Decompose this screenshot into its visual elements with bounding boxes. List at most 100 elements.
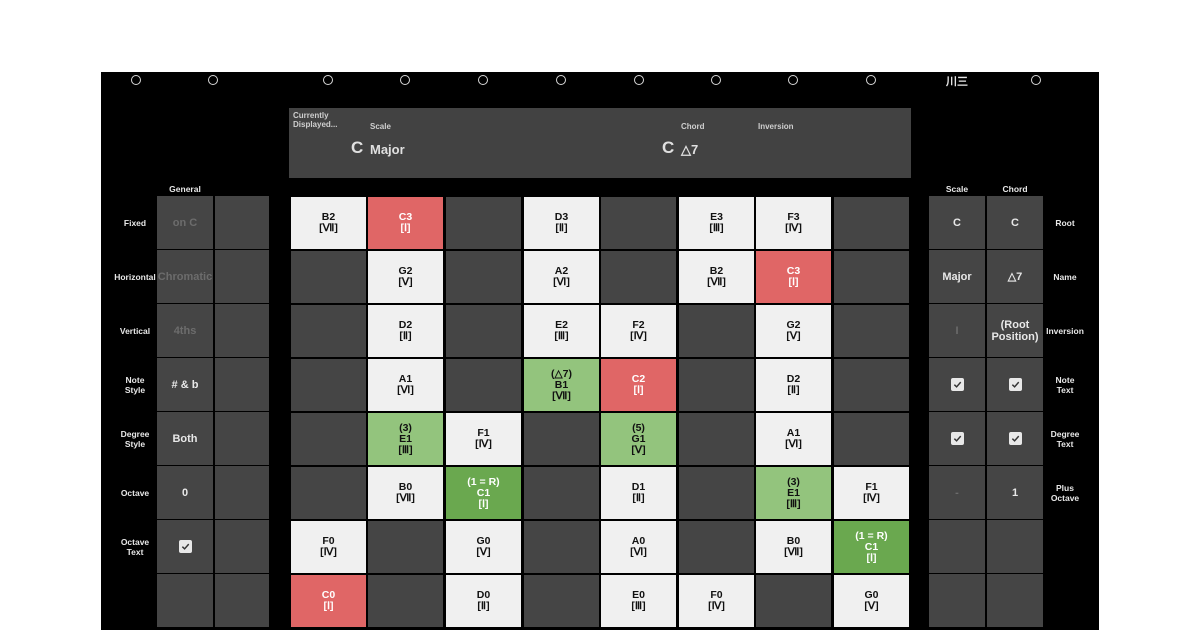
scale-setting-cell[interactable] (929, 574, 985, 627)
general-value-cell[interactable] (157, 520, 213, 573)
general-extra-cell[interactable] (215, 412, 269, 465)
grid-pad-empty[interactable] (446, 305, 521, 357)
top-round-button[interactable] (131, 75, 141, 85)
general-value-cell[interactable]: on C (157, 196, 213, 249)
grid-pad-note[interactable]: D2 [Ⅱ] (368, 305, 443, 357)
top-round-button[interactable] (208, 75, 218, 85)
grid-pad-note[interactable]: D2 [Ⅱ] (756, 359, 831, 411)
grid-pad-note[interactable]: D1 [Ⅱ] (601, 467, 676, 519)
chord-setting-cell[interactable] (987, 412, 1043, 465)
grid-pad-note[interactable]: F1 [Ⅳ] (834, 467, 909, 519)
grid-pad-empty[interactable] (679, 359, 754, 411)
grid-pad-note[interactable]: B0 [Ⅶ] (756, 521, 831, 573)
general-extra-cell[interactable] (215, 304, 269, 357)
grid-pad-empty[interactable] (446, 359, 521, 411)
grid-pad-note[interactable]: (5) G1 [Ⅴ] (601, 413, 676, 465)
grid-pad-empty[interactable] (291, 413, 366, 465)
grid-pad-note[interactable]: F1 [Ⅳ] (446, 413, 521, 465)
scale-setting-cell[interactable]: Major (929, 250, 985, 303)
grid-pad-empty[interactable] (756, 575, 831, 627)
grid-pad-empty[interactable] (368, 575, 443, 627)
grid-pad-note[interactable]: E3 [Ⅲ] (679, 197, 754, 249)
scale-setting-cell[interactable]: I (929, 304, 985, 357)
grid-pad-empty[interactable] (834, 197, 909, 249)
scale-setting-cell[interactable]: - (929, 466, 985, 519)
chord-setting-cell[interactable] (987, 574, 1043, 627)
grid-pad-note[interactable]: C3 [Ⅰ] (368, 197, 443, 249)
grid-pad-empty[interactable] (679, 521, 754, 573)
top-round-button[interactable] (400, 75, 410, 85)
general-extra-cell[interactable] (215, 196, 269, 249)
general-value-cell[interactable]: 4ths (157, 304, 213, 357)
scale-setting-cell[interactable]: C (929, 196, 985, 249)
grid-pad-note[interactable]: F2 [Ⅳ] (601, 305, 676, 357)
chord-setting-cell[interactable] (987, 520, 1043, 573)
grid-pad-empty[interactable] (291, 467, 366, 519)
grid-pad-note[interactable]: D3 [Ⅱ] (524, 197, 599, 249)
grid-pad-empty[interactable] (524, 413, 599, 465)
grid-pad-empty[interactable] (834, 413, 909, 465)
grid-pad-empty[interactable] (679, 305, 754, 357)
grid-pad-empty[interactable] (368, 521, 443, 573)
general-value-cell[interactable]: Both (157, 412, 213, 465)
top-round-button[interactable] (478, 75, 488, 85)
top-round-button[interactable] (1031, 75, 1041, 85)
grid-pad-empty[interactable] (291, 359, 366, 411)
grid-pad-note[interactable]: G0 [Ⅴ] (446, 521, 521, 573)
general-extra-cell[interactable] (215, 250, 269, 303)
chord-setting-cell[interactable]: (Root Position) (987, 304, 1043, 357)
grid-pad-note[interactable]: B2 [Ⅶ] (679, 251, 754, 303)
grid-pad-note[interactable]: B0 [Ⅶ] (368, 467, 443, 519)
general-value-cell[interactable] (157, 574, 213, 627)
grid-pad-note[interactable]: D0 [Ⅱ] (446, 575, 521, 627)
grid-pad-note[interactable]: A2 [Ⅵ] (524, 251, 599, 303)
grid-pad-empty[interactable] (834, 305, 909, 357)
chord-setting-cell[interactable]: 1 (987, 466, 1043, 519)
grid-pad-empty[interactable] (524, 467, 599, 519)
grid-pad-note[interactable]: (1 = R) C1 [Ⅰ] (834, 521, 909, 573)
top-round-button[interactable] (634, 75, 644, 85)
grid-pad-empty[interactable] (524, 575, 599, 627)
grid-pad-note[interactable]: C2 [Ⅰ] (601, 359, 676, 411)
grid-pad-empty[interactable] (601, 197, 676, 249)
chord-setting-cell[interactable]: C (987, 196, 1043, 249)
top-round-button[interactable] (788, 75, 798, 85)
general-extra-cell[interactable] (215, 466, 269, 519)
grid-pad-note[interactable]: B2 [Ⅶ] (291, 197, 366, 249)
checkbox-icon[interactable] (1008, 378, 1022, 391)
checkbox-icon[interactable] (950, 432, 964, 445)
chord-setting-cell[interactable]: △7 (987, 250, 1043, 303)
grid-pad-note[interactable]: (1 = R) C1 [Ⅰ] (446, 467, 521, 519)
grid-pad-empty[interactable] (679, 467, 754, 519)
top-round-button[interactable] (323, 75, 333, 85)
grid-pad-note[interactable]: E2 [Ⅲ] (524, 305, 599, 357)
grid-pad-empty[interactable] (446, 197, 521, 249)
grid-pad-note[interactable]: A0 [Ⅵ] (601, 521, 676, 573)
grid-pad-empty[interactable] (524, 521, 599, 573)
checkbox-icon[interactable] (178, 540, 192, 553)
menu-icon[interactable]: 川三 (946, 76, 968, 88)
grid-pad-note[interactable]: A1 [Ⅵ] (368, 359, 443, 411)
general-extra-cell[interactable] (215, 520, 269, 573)
general-extra-cell[interactable] (215, 574, 269, 627)
general-value-cell[interactable]: 0 (157, 466, 213, 519)
general-value-cell[interactable]: Chromatic (157, 250, 213, 303)
grid-pad-empty[interactable] (291, 251, 366, 303)
grid-pad-note[interactable]: E0 [Ⅲ] (601, 575, 676, 627)
top-round-button[interactable] (556, 75, 566, 85)
grid-pad-note[interactable]: (3) E1 [Ⅲ] (368, 413, 443, 465)
grid-pad-note[interactable]: G0 [Ⅴ] (834, 575, 909, 627)
checkbox-icon[interactable] (950, 378, 964, 391)
grid-pad-note[interactable]: F0 [Ⅳ] (291, 521, 366, 573)
scale-setting-cell[interactable] (929, 358, 985, 411)
grid-pad-note[interactable]: (△7) B1 [Ⅶ] (524, 359, 599, 411)
grid-pad-note[interactable]: G2 [Ⅴ] (756, 305, 831, 357)
scale-setting-cell[interactable] (929, 520, 985, 573)
grid-pad-note[interactable]: C0 [Ⅰ] (291, 575, 366, 627)
grid-pad-empty[interactable] (601, 251, 676, 303)
grid-pad-empty[interactable] (291, 305, 366, 357)
general-extra-cell[interactable] (215, 358, 269, 411)
checkbox-icon[interactable] (1008, 432, 1022, 445)
general-value-cell[interactable]: # & b (157, 358, 213, 411)
grid-pad-empty[interactable] (679, 413, 754, 465)
